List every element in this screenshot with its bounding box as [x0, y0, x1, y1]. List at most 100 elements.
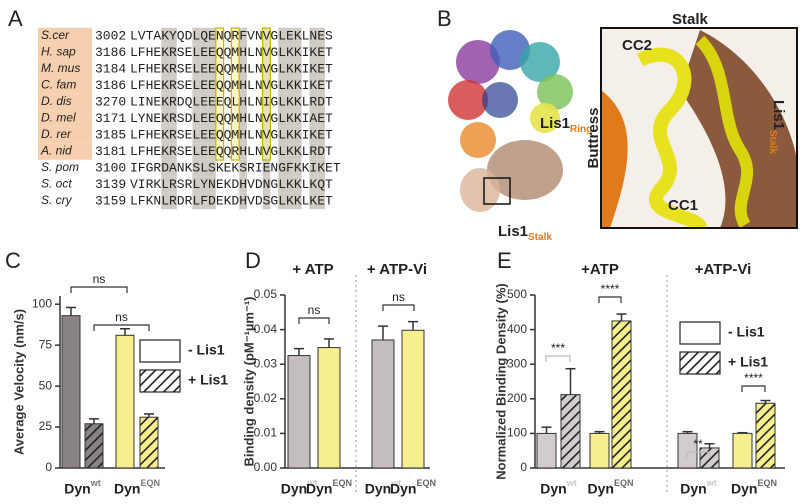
conserved-shade — [200, 44, 208, 61]
conserved-shade — [239, 159, 247, 177]
conserved-shade — [200, 60, 208, 78]
conserved-shade — [309, 60, 318, 78]
conserved-shade — [169, 192, 177, 210]
conserved-shade — [239, 192, 247, 210]
significance-bracket — [298, 317, 330, 324]
highlight-box — [230, 27, 240, 161]
conserved-shade — [278, 126, 286, 144]
conserved-shade — [293, 44, 302, 61]
residue-start: 3270 — [95, 94, 126, 109]
x-tick-superscript: EQN — [140, 478, 160, 488]
residue-start: 3186 — [95, 45, 126, 60]
conserved-shade — [169, 159, 177, 177]
conserved-shade — [208, 176, 216, 193]
conserved-shade — [169, 44, 177, 61]
x-tick-superscript: wt — [390, 478, 401, 488]
conserved-shade — [309, 27, 318, 45]
conserved-shade — [239, 176, 247, 193]
conserved-shade — [309, 143, 318, 160]
buttress-label: Buttress — [585, 108, 602, 169]
conserved-shade — [208, 110, 216, 127]
conserved-shade — [200, 176, 208, 193]
residue-start: 3002 — [95, 28, 126, 43]
conserved-shade — [317, 192, 325, 210]
conserved-shade — [317, 60, 325, 78]
conserved-shade — [169, 77, 177, 94]
y-tick-label: 0.00 — [254, 460, 278, 474]
significance-label: ** — [693, 437, 703, 451]
significance-label: **** — [744, 371, 763, 385]
conserved-shade — [286, 93, 294, 111]
species: H. sap — [41, 45, 76, 59]
bar — [84, 423, 104, 469]
significance-label: ns — [308, 303, 321, 317]
species-highlight — [38, 60, 92, 78]
highlight-box — [215, 27, 225, 161]
panel-label: A — [8, 6, 23, 31]
bar — [287, 355, 311, 469]
residue-start: 3171 — [95, 111, 126, 126]
y-tick-label: 0.02 — [254, 391, 278, 405]
sequence: LFHEKRSELEEQQMHLNVGLKKIKET — [130, 78, 333, 93]
significance-label: **** — [601, 282, 620, 296]
sequence: LFHEKRSELEEQQRHLNVGLKKLRDT — [130, 144, 333, 159]
conserved-shade — [278, 93, 286, 111]
x-tick-superscript: wt — [306, 478, 317, 488]
bar — [732, 432, 753, 469]
conserved-shade — [169, 93, 177, 111]
conserved-shade — [161, 60, 169, 78]
residue-start: 3184 — [95, 61, 126, 76]
significance-bracket — [686, 451, 710, 458]
conserved-shade — [317, 110, 325, 127]
conserved-shade — [262, 159, 271, 177]
legend-swatch — [679, 321, 721, 345]
y-tick-label: 300 — [507, 356, 527, 370]
x-tick-superscript: EQN — [416, 478, 436, 488]
y-tick-label: 25 — [39, 419, 53, 433]
conserved-shade — [161, 44, 169, 61]
bar — [560, 394, 581, 469]
conserved-shade — [293, 126, 302, 144]
x-tick-label: Dynwt — [680, 478, 716, 496]
y-tick-label: 400 — [507, 322, 527, 336]
sequence: LYNEKRSDLEEQQMHLNVGLKKIAET — [130, 111, 333, 126]
conserved-shade — [192, 192, 201, 210]
conserved-shade — [317, 159, 325, 177]
conserved-shade — [317, 27, 325, 45]
conserved-shade — [200, 93, 208, 111]
y-tick-label: 200 — [507, 391, 527, 405]
residue-start: 3139 — [95, 177, 126, 192]
conserved-shade — [293, 110, 302, 127]
structure-zoom — [600, 27, 798, 231]
conserved-shade — [317, 126, 325, 144]
y-tick-label: 0.03 — [254, 356, 278, 370]
conserved-shade — [239, 27, 247, 45]
x-tick-label: Dynwt — [64, 478, 100, 496]
conserved-shade — [293, 77, 302, 94]
significance-bracket — [545, 355, 571, 362]
conserved-shade — [169, 176, 177, 193]
conserved-shade — [200, 77, 208, 94]
bar — [589, 432, 610, 469]
bar — [115, 334, 135, 469]
conserved-shade — [208, 159, 216, 177]
species-highlight — [38, 126, 92, 144]
conserved-shade — [208, 77, 216, 94]
sequence: IFGRDANKSLSKEKSRIENGFKKIKET — [130, 160, 341, 175]
bar — [61, 315, 81, 469]
conserved-shade — [317, 77, 325, 94]
panel-label: D — [245, 248, 261, 273]
conserved-shade — [200, 192, 208, 210]
x-tick-label: DynEQN — [731, 478, 777, 496]
panel-label: C — [5, 248, 21, 273]
x-tick-superscript: EQN — [332, 478, 352, 488]
x-tick-label: Dynwt — [540, 478, 576, 496]
conserved-shade — [208, 44, 216, 61]
legend-swatch — [139, 369, 181, 393]
conserved-shade — [317, 93, 325, 111]
conserved-shade — [309, 176, 318, 193]
conserved-shade — [239, 143, 247, 160]
conserved-shade — [161, 126, 169, 144]
legend-swatch — [679, 351, 721, 375]
conserved-shade — [192, 60, 201, 78]
